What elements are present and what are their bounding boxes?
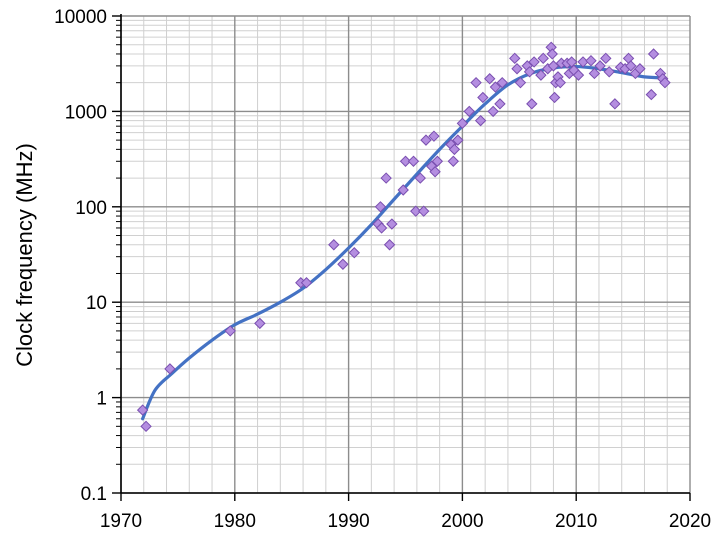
data-point (431, 155, 444, 167)
data-point (659, 76, 671, 89)
data-point (537, 52, 549, 65)
data-point (328, 239, 340, 251)
data-point (496, 76, 508, 89)
data-point (625, 60, 637, 72)
data-point (386, 218, 398, 230)
data-point (494, 98, 506, 110)
data-point (418, 205, 430, 217)
data-point (588, 67, 601, 80)
x-tick-label: 1980 (214, 511, 256, 532)
data-point (470, 76, 482, 89)
y-tick-label: 1000 (65, 102, 107, 123)
data-point (428, 130, 440, 142)
x-tick-label: 2020 (669, 511, 711, 532)
points-layer (136, 41, 671, 433)
data-point (447, 155, 460, 167)
data-point (399, 155, 412, 167)
data-point (477, 91, 489, 104)
data-point (511, 63, 523, 75)
data-point (554, 76, 566, 89)
x-tick-label: 1990 (327, 511, 369, 532)
data-point (410, 205, 422, 217)
y-tick-label: 1 (96, 389, 107, 410)
data-point (514, 76, 527, 89)
data-point (140, 420, 152, 433)
data-point (383, 239, 396, 251)
data-point (452, 134, 464, 146)
x-tick-label: 1970 (100, 511, 142, 532)
data-point (487, 105, 499, 118)
data-point (526, 98, 538, 110)
data-point (647, 48, 660, 60)
data-point (585, 54, 597, 67)
data-point (546, 48, 559, 60)
axis-layer (112, 14, 691, 501)
grid-layer (120, 15, 691, 494)
data-point (164, 363, 176, 375)
trend-line (141, 64, 667, 421)
data-point (448, 143, 461, 156)
data-point (572, 69, 585, 81)
data-point (594, 60, 606, 72)
data-point (300, 277, 313, 289)
data-point (600, 52, 612, 65)
x-tick-label: 2010 (555, 511, 597, 532)
data-point (463, 105, 475, 118)
data-point (348, 247, 360, 259)
data-point (420, 134, 432, 146)
data-point (429, 166, 441, 178)
data-point (407, 155, 420, 167)
trend-layer (141, 64, 667, 421)
data-point (603, 66, 615, 78)
x-tick-label: 2000 (441, 511, 483, 532)
data-point (254, 317, 266, 330)
data-point (456, 117, 469, 130)
y-axis-title: Clock frequency (MHz) (12, 143, 37, 367)
y-tick-label: 100 (75, 198, 107, 219)
data-point (374, 201, 387, 213)
data-point (136, 404, 149, 416)
data-point (509, 52, 521, 65)
data-point (548, 91, 561, 104)
data-point (224, 325, 236, 337)
data-point (337, 258, 349, 270)
y-tick-label: 10 (86, 293, 107, 314)
data-point (609, 98, 621, 110)
data-point (535, 69, 547, 81)
data-point (397, 184, 409, 196)
data-point (528, 56, 540, 68)
data-point (474, 114, 487, 127)
labels-layer: 0.1 1 10 100 1000 10000 1970 1980 1990 2000 2010 20… (54, 7, 711, 532)
y-tick-label: 0.1 (81, 484, 107, 505)
data-point (645, 88, 658, 101)
data-point (375, 222, 388, 234)
y-tick-label: 10000 (54, 7, 107, 28)
data-point (489, 81, 502, 93)
data-point (523, 66, 536, 78)
data-point (380, 172, 392, 184)
data-point (634, 63, 646, 75)
data-point (484, 73, 496, 85)
data-point (414, 172, 426, 184)
